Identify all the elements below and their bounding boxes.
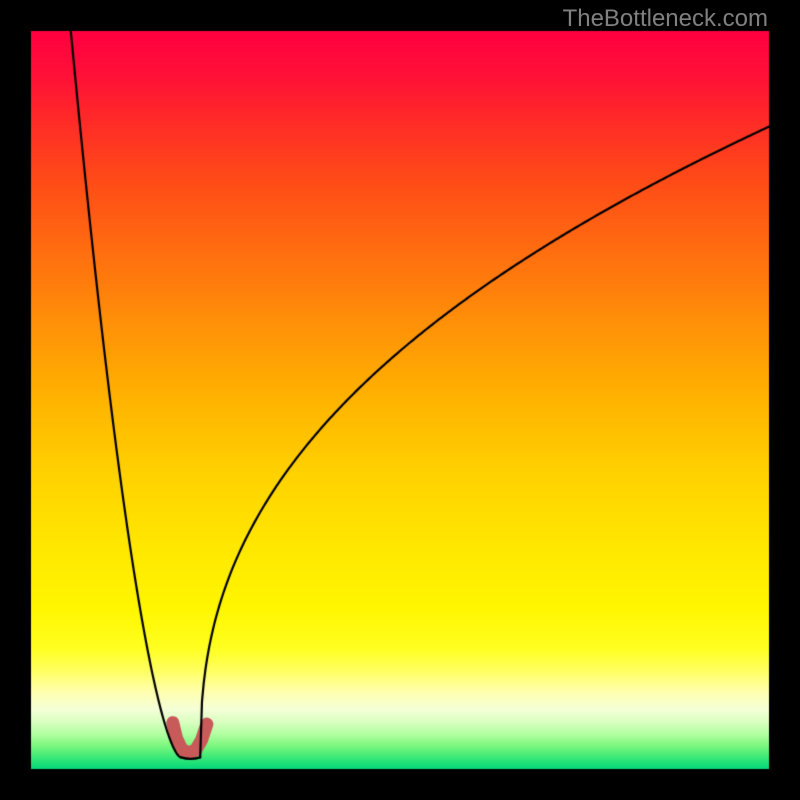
watermark-label: TheBottleneck.com	[563, 5, 768, 33]
bottleneck-plot-canvas	[0, 0, 800, 800]
figure-root: TheBottleneck.com	[0, 0, 800, 800]
